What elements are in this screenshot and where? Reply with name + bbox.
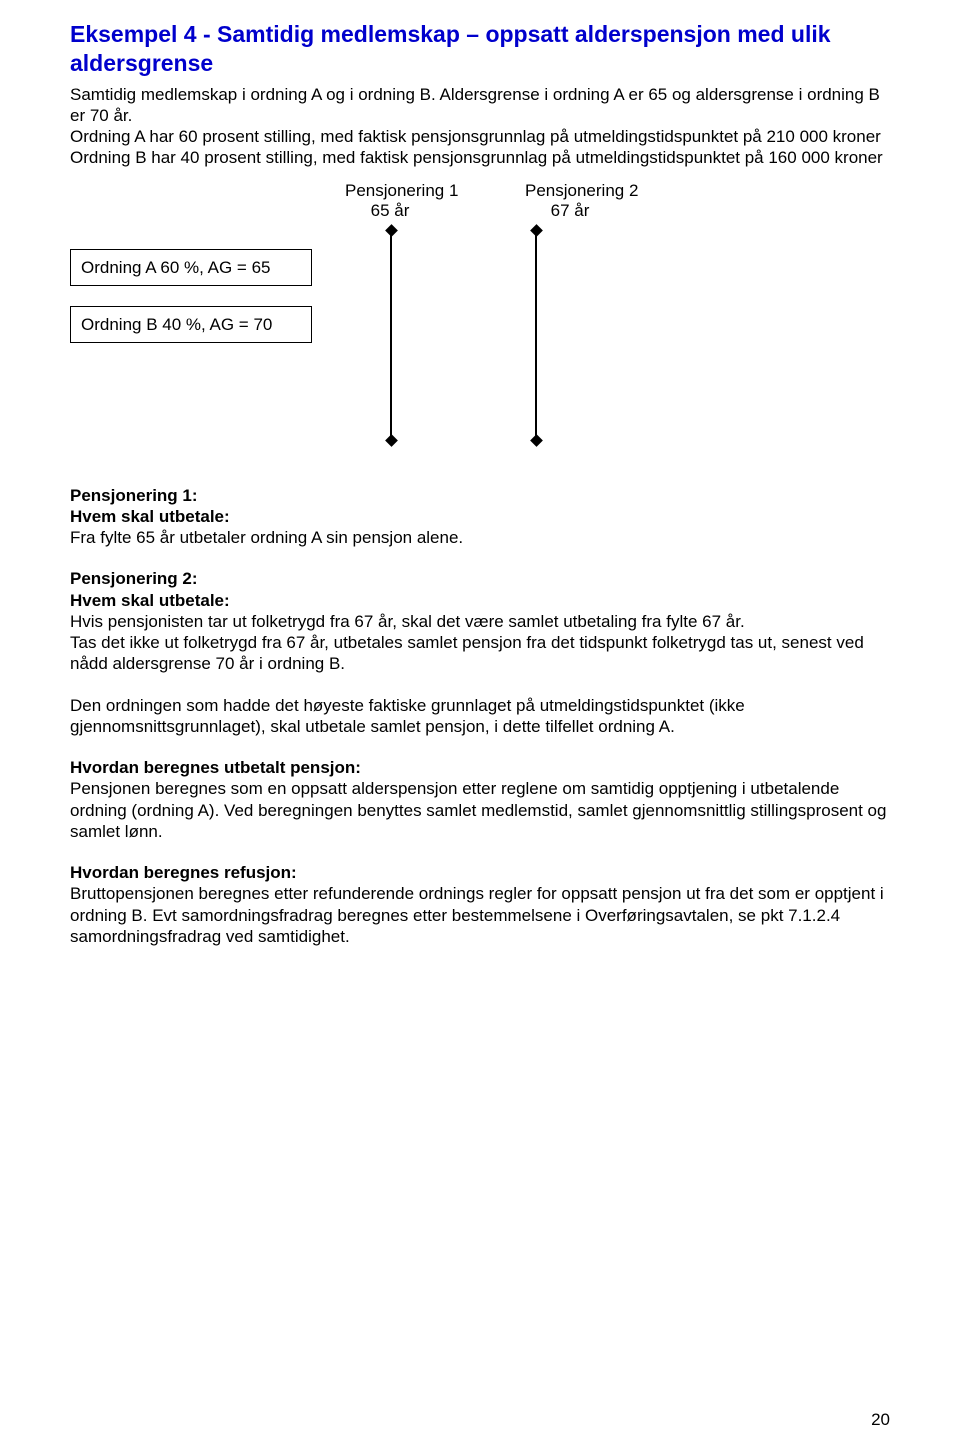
ordning-a-box: Ordning A 60 %, AG = 65 (70, 249, 312, 286)
label-pensjonering-1: Pensjonering 1 (345, 181, 525, 201)
diagram-boxes: Ordning A 60 %, AG = 65 Ordning B 40 %, … (70, 249, 312, 364)
page-title: Eksempel 4 - Samtidig medlemskap – oppsa… (70, 20, 890, 78)
section-subheading: Hvem skal utbetale: (70, 590, 890, 611)
section-heading: Hvordan beregnes refusjon: (70, 862, 890, 883)
label-pensjonering-2: Pensjonering 2 (525, 181, 638, 201)
section-body: Hvis pensjonisten tar ut folketrygd fra … (70, 611, 890, 632)
diamond-icon (530, 224, 543, 237)
diagram-labels: Pensjonering 1 Pensjonering 2 65 år 67 å… (345, 181, 725, 222)
label-year-1: 65 år (345, 201, 435, 221)
intro-block: Samtidig medlemskap i ordning A og i ord… (70, 84, 890, 169)
section-subheading: Hvem skal utbetale: (70, 506, 890, 527)
intro-line: Samtidig medlemskap i ordning A og i ord… (70, 84, 890, 127)
label-year-2: 67 år (525, 201, 615, 221)
section-pensjonering-2b: Den ordningen som hadde det høyeste fakt… (70, 695, 890, 738)
ordning-b-box: Ordning B 40 %, AG = 70 (70, 306, 312, 343)
intro-line: Ordning A har 60 prosent stilling, med f… (70, 126, 890, 147)
section-heading: Pensjonering 2: (70, 568, 890, 589)
section-body: Pensjonen beregnes som en oppsatt alders… (70, 778, 890, 842)
intro-line: Ordning B har 40 prosent stilling, med f… (70, 147, 890, 168)
section-body: Tas det ikke ut folketrygd fra 67 år, ut… (70, 632, 890, 675)
timeline-marker-1 (390, 231, 392, 441)
timeline-marker-2 (535, 231, 537, 441)
section-body: Fra fylte 65 år utbetaler ordning A sin … (70, 527, 890, 548)
diamond-icon (385, 224, 398, 237)
section-how-paid: Hvordan beregnes utbetalt pensjon: Pensj… (70, 757, 890, 842)
diagram: Pensjonering 1 Pensjonering 2 65 år 67 å… (70, 181, 890, 481)
section-pensjonering-1: Pensjonering 1: Hvem skal utbetale: Fra … (70, 485, 890, 549)
section-heading: Pensjonering 1: (70, 485, 890, 506)
section-body: Den ordningen som hadde det høyeste fakt… (70, 695, 890, 738)
diamond-icon (385, 434, 398, 447)
section-how-refund: Hvordan beregnes refusjon: Bruttopensjon… (70, 862, 890, 947)
section-pensjonering-2: Pensjonering 2: Hvem skal utbetale: Hvis… (70, 568, 890, 674)
section-body: Bruttopensjonen beregnes etter refundere… (70, 883, 890, 947)
page-number: 20 (871, 1409, 890, 1430)
section-heading: Hvordan beregnes utbetalt pensjon: (70, 757, 890, 778)
diamond-icon (530, 434, 543, 447)
